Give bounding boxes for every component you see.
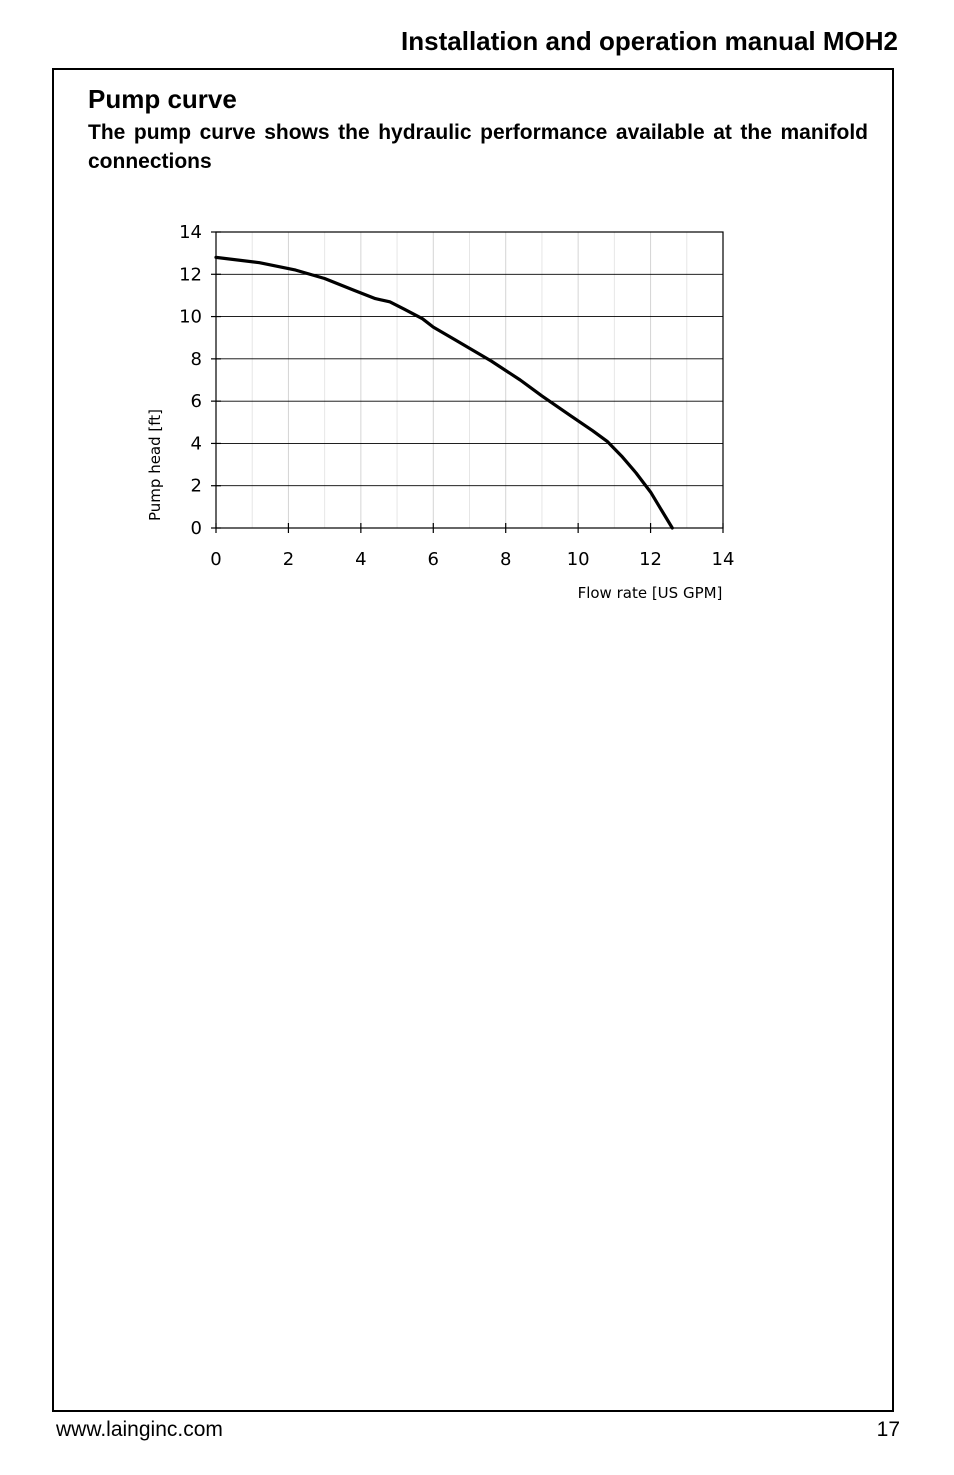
chart-axes: [215, 231, 724, 529]
chart-ticks: 0 2 4 6 8 10 12 14 0 2 4 6 8 10 12 14: [179, 222, 734, 570]
section-description: The pump curve shows the hydraulic perfo…: [88, 121, 868, 173]
y-tick-label: 8: [191, 349, 202, 370]
y-tick-label: 4: [191, 433, 202, 454]
y-tick-label: 0: [191, 518, 202, 539]
chart-grid: [216, 232, 723, 528]
x-tick-label: 10: [567, 549, 590, 570]
section-title: Pump curve: [88, 84, 237, 114]
x-tick-label: 6: [428, 549, 439, 570]
y-tick-label: 14: [179, 222, 202, 243]
y-tick-label: 12: [179, 264, 202, 285]
plot-area-border: [215, 231, 724, 529]
x-tick-label: 4: [355, 549, 366, 570]
chart-series: [214, 255, 674, 530]
pump-curve-line: [214, 255, 674, 530]
y-tick-label: 2: [191, 476, 202, 497]
y-axis-title: Pump head [ft]: [146, 409, 164, 521]
x-axis-title: Flow rate [US GPM]: [578, 584, 723, 602]
y-tick-label: 10: [179, 307, 202, 328]
x-tick-label: 2: [283, 549, 294, 570]
pump-curve-chart: 0 2 4 6 8 10 12 14 0 2 4 6 8 10 12 14 Flow rate [US GPM…: [146, 222, 734, 602]
x-tick-label: 12: [639, 549, 662, 570]
x-tick-label: 0: [210, 549, 221, 570]
content-frame: Pump curve The pump curve shows the hydr…: [52, 68, 894, 1412]
document-header-title: Installation and operation manual MOH2: [401, 26, 898, 56]
y-tick-label: 6: [191, 391, 202, 412]
footer-website: www.lainginc.com: [56, 1418, 223, 1441]
x-tick-label: 14: [712, 549, 735, 570]
footer-page-number: 17: [876, 1418, 900, 1441]
x-tick-label: 8: [500, 549, 511, 570]
